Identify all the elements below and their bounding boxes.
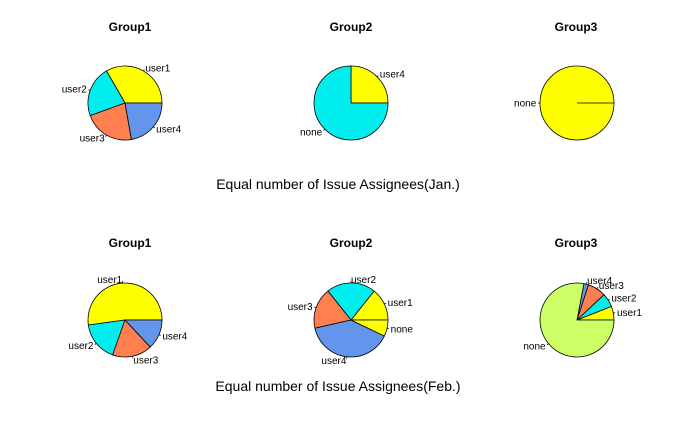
group2-jan-none-label-tick (323, 128, 326, 131)
group3-feb-user3-label: user3 (599, 281, 624, 292)
group1-jan-user3-label: user3 (80, 134, 105, 145)
group2-feb-user4-slice (314, 319, 385, 358)
group2-jan-pie: user4 none (300, 65, 405, 141)
group3-feb-none-label: none (523, 341, 546, 352)
group2-jan-none-label: none (300, 127, 323, 138)
jan-row-title: Equal number of Issue Assignees(Jan.) (216, 176, 460, 192)
group3-jan-none-label: none (514, 99, 537, 110)
group2-feb-title: Group2 (330, 236, 373, 250)
group1-feb-user1-label: user1 (97, 275, 122, 286)
group3-feb-title: Group3 (555, 236, 598, 250)
group3-feb-none-slice (539, 282, 615, 358)
group1-feb-title: Group1 (109, 236, 152, 250)
group1-jan-user4-label: user4 (156, 125, 181, 136)
group3-feb-none-label-tick (546, 343, 549, 346)
group1-jan-user2-label-tick (88, 89, 91, 91)
group2-jan-user4-label: user4 (380, 70, 405, 81)
group1-feb-user4-label: user4 (162, 332, 187, 343)
group1-jan-user2-slice (87, 70, 126, 117)
group2-jan-title: Group2 (330, 20, 373, 34)
group1-feb-user2-label: user2 (68, 341, 93, 352)
group1-jan-user4-slice (124, 102, 163, 140)
group1-jan-user3-label-tick (105, 134, 107, 137)
group1-feb-pie: user1 user2 user3 user4 (68, 275, 187, 366)
group1-jan-user2-label: user2 (62, 85, 87, 96)
group2-feb-user3-slice (313, 290, 352, 329)
group3-feb-user3-label-tick (596, 286, 599, 289)
group3-feb-user2-label-tick (608, 298, 611, 301)
group1-feb-user3-label: user3 (133, 355, 158, 366)
group2-feb-user4-label: user4 (321, 356, 346, 367)
group1-jan-user3-slice (89, 102, 132, 141)
group1-feb-user4-slice (124, 319, 163, 348)
group2-feb-user3-label: user3 (288, 302, 313, 313)
group1-jan-user4-label-tick (153, 126, 156, 129)
group2-jan-none-slice (313, 65, 389, 141)
group2-feb-user2-label: user2 (351, 275, 376, 286)
group3-feb-user1-label: user1 (617, 308, 642, 319)
group1-feb-user1-slice (87, 282, 163, 326)
group3-feb-user4-label: user4 (587, 276, 612, 287)
group2-feb-user1-label: user1 (388, 298, 413, 309)
group1-feb-user4-label-tick (158, 334, 161, 336)
group1-jan-title: Group1 (109, 20, 152, 34)
group1-jan-pie: user1 user2 user3 user4 (62, 63, 182, 144)
group2-feb-none-label: none (391, 325, 414, 336)
group3-jan-title: Group3 (555, 20, 598, 34)
feb-row-title: Equal number of Issue Assignees(Feb.) (215, 378, 460, 394)
group2-feb-user3-label-tick (314, 306, 317, 309)
group2-jan-user4-label-tick (376, 75, 379, 78)
group1-jan-user1-label: user1 (145, 63, 170, 74)
group3-jan-pie: none (514, 65, 615, 141)
group2-feb-pie: user1 user2 user3 user4 none (288, 275, 414, 367)
group1-jan-user1-label-tick (143, 69, 145, 72)
group1-feb-user2-label-tick (94, 343, 97, 345)
group1-jan-user1-slice (105, 65, 163, 104)
group2-feb-user1-label-tick (384, 302, 387, 305)
group3-feb-user2-label: user2 (611, 294, 636, 305)
